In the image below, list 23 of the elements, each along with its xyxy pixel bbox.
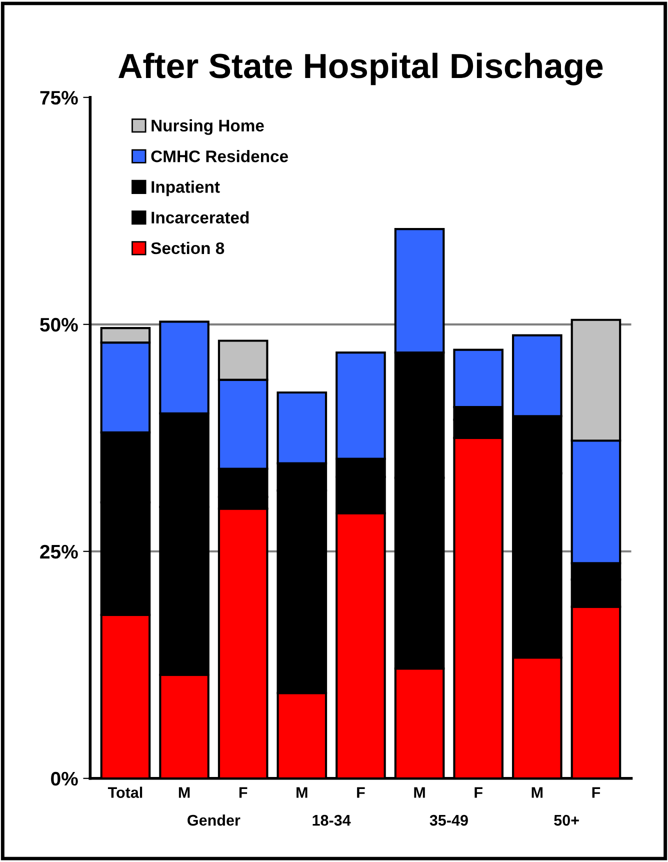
y-tick-label: 50% xyxy=(40,318,78,332)
text: 50+ xyxy=(554,814,579,826)
y-tick-label: 75% xyxy=(40,90,78,105)
text: 18-34 xyxy=(312,814,351,826)
text: Gender xyxy=(188,814,240,826)
legend-label: Section 8 xyxy=(151,242,224,254)
x-tick-label: M xyxy=(414,787,425,798)
legend-label: Nursing Home xyxy=(152,119,264,135)
legend-label: Inpatient xyxy=(152,180,220,196)
legend-label: CMHC Residence xyxy=(151,150,288,162)
x-tick-label: Total xyxy=(108,786,142,798)
x-tick-label: F xyxy=(592,787,600,798)
x-tick-label: F xyxy=(474,787,482,798)
x-tick-label: M xyxy=(296,787,308,798)
y-tick-label: 0% xyxy=(51,772,78,786)
x-tick-label: F xyxy=(357,787,365,798)
y-tick-label: 25% xyxy=(40,544,78,559)
legend-label: Incarcerated xyxy=(152,211,249,224)
text: 35-49 xyxy=(430,814,468,826)
chart-title: After State Hospital Dischage xyxy=(118,52,603,86)
x-tick-label: M xyxy=(532,787,542,798)
x-tick-label: M xyxy=(178,787,190,798)
x-tick-label: F xyxy=(239,787,248,798)
